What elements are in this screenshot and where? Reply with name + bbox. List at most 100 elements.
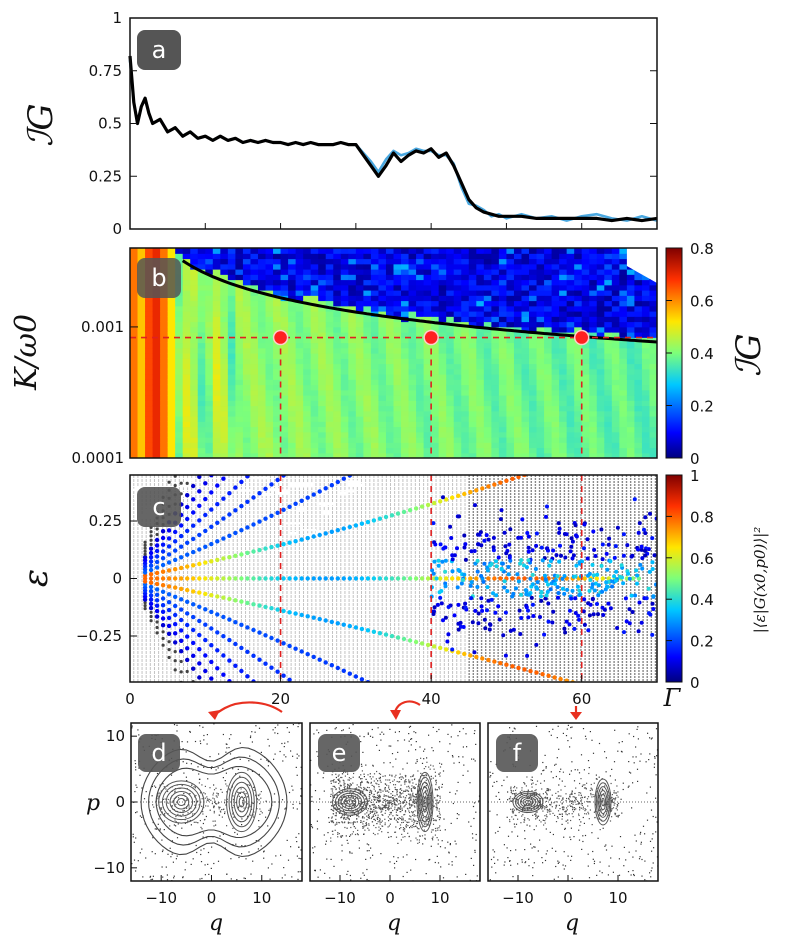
heatmap-cell — [152, 410, 161, 417]
heatmap-cell — [152, 332, 161, 338]
heatmap-cell — [604, 332, 613, 338]
scatter-dot — [265, 800, 267, 802]
heatmap-cell — [363, 363, 372, 370]
heatmap-cell — [431, 353, 440, 359]
scatter-dot — [292, 755, 294, 757]
heatmap-cell — [212, 410, 221, 417]
sea-dot — [206, 799, 208, 801]
heatmap-cell — [265, 379, 274, 386]
heatmap-cell — [370, 405, 380, 412]
level-point — [600, 576, 605, 581]
scatter-dot — [316, 729, 318, 731]
heatmap-cell — [265, 389, 274, 396]
scatter-dot — [389, 728, 391, 730]
scatter-dot — [245, 858, 247, 860]
level-point — [179, 565, 184, 571]
chaotic-point — [433, 542, 438, 547]
level-point — [160, 556, 166, 561]
heatmap-cell — [295, 368, 304, 375]
heatmap-cell — [611, 253, 620, 260]
heatmap-cell — [145, 400, 154, 407]
heatmap-cell — [340, 426, 349, 433]
y-tick-label: 0.25 — [89, 512, 122, 530]
scatter-dot — [456, 817, 458, 820]
heatmap-cell — [303, 295, 312, 302]
chaotic-point — [555, 585, 560, 590]
chaotic-point — [570, 588, 575, 593]
heatmap-cell — [190, 379, 199, 386]
chaotic-point — [619, 563, 624, 568]
heatmap-cell — [513, 263, 523, 270]
heatmap-cell — [581, 421, 590, 428]
heatmap-cell — [197, 379, 206, 386]
scatter-dot — [442, 877, 445, 879]
heatmap-cell — [401, 358, 410, 365]
heatmap-cell — [521, 332, 530, 338]
heatmap-cell — [393, 353, 402, 359]
heatmap-cell — [378, 321, 387, 328]
heatmap-cell — [529, 279, 538, 286]
heatmap-cell — [355, 290, 364, 296]
heatmap-cell — [536, 279, 545, 286]
sea-dot — [160, 814, 162, 816]
heatmap-cell — [190, 437, 199, 443]
heatmap-cell — [385, 269, 395, 275]
heatmap-cell — [589, 452, 598, 458]
scatter-dot — [199, 725, 201, 727]
heatmap-cell — [513, 368, 523, 375]
level-point — [401, 576, 407, 581]
heatmap-cell — [611, 248, 620, 254]
scatter-dot — [419, 746, 421, 748]
heatmap-cell — [355, 442, 364, 449]
level-point — [154, 576, 160, 581]
chaotic-point — [543, 596, 548, 601]
heatmap-cell — [408, 431, 417, 438]
level-point — [257, 576, 262, 581]
heatmap-cell — [401, 400, 410, 407]
heatmap-cell — [370, 316, 380, 323]
heatmap-cell — [401, 395, 410, 401]
heatmap-cell — [401, 431, 410, 438]
heatmap-cell — [212, 337, 221, 344]
heatmap-cell — [333, 311, 342, 317]
level-point — [492, 576, 497, 581]
scatter-dot — [292, 789, 294, 791]
heatmap-cell — [611, 421, 620, 428]
heatmap-cell — [257, 452, 267, 458]
heatmap-cell — [581, 389, 590, 396]
chaotic-point — [525, 653, 530, 658]
heatmap-cell — [468, 332, 477, 338]
chaotic-point — [524, 592, 529, 597]
heatmap-cell — [604, 421, 613, 428]
chaotic-point — [627, 621, 632, 626]
heatmap-cell — [325, 332, 334, 338]
heatmap-cell — [197, 400, 206, 407]
heatmap-cell — [355, 305, 364, 312]
heatmap-cell — [461, 358, 470, 365]
heatmap-cell — [130, 326, 139, 333]
heatmap-cell — [212, 437, 221, 443]
heatmap-cell — [393, 295, 402, 302]
heatmap-cell — [152, 342, 161, 349]
heatmap-cell — [559, 290, 568, 296]
scatter-dot — [137, 729, 139, 731]
heatmap-cell — [242, 431, 252, 438]
heatmap-cell — [205, 284, 214, 291]
heatmap-cell — [235, 431, 244, 438]
heatmap-cell — [160, 421, 169, 428]
heatmap-cell — [363, 295, 372, 302]
level-point — [173, 585, 178, 590]
heatmap-cell — [340, 395, 349, 401]
heatmap-cell — [280, 395, 289, 401]
heatmap-cell — [498, 258, 508, 265]
heatmap-cell — [340, 410, 349, 417]
scatter-dot — [473, 732, 475, 735]
chaotic-point — [452, 613, 457, 618]
heatmap-cell — [280, 248, 289, 254]
heatmap-cell — [310, 263, 319, 270]
heatmap-cell — [483, 363, 492, 370]
heatmap-cell — [521, 263, 530, 270]
heatmap-cell — [145, 410, 154, 417]
scatter-dot — [288, 731, 290, 733]
heatmap-cell — [581, 290, 590, 296]
